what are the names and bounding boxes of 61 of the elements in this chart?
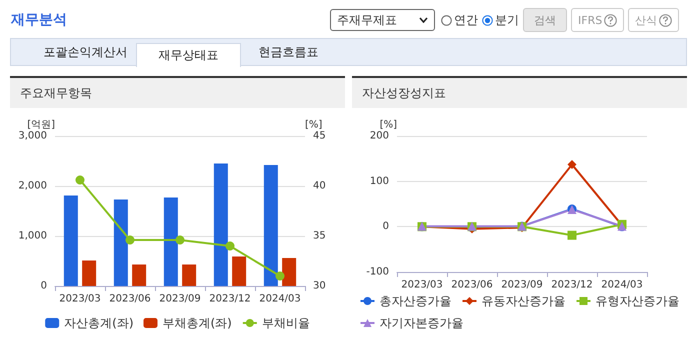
y2-tick-label: 45 (313, 130, 326, 142)
text: 연간 (453, 12, 478, 28)
x-tick-label: 2024/03 (259, 294, 301, 304)
text: 현금흐름표 (258, 44, 320, 61)
chart-title: 주요재무항목 (10, 78, 345, 108)
bar (132, 264, 146, 286)
text: 분기 (494, 12, 519, 28)
bar (64, 196, 78, 286)
text: 재무분석 (11, 11, 67, 29)
x-tick-label: 2023/12 (209, 294, 251, 304)
text: 포괄손익계산서 (42, 44, 128, 61)
text: 재무상태표 (136, 43, 241, 67)
x-tick-label: 2023/09 (159, 294, 201, 304)
y2-tick-label: 35 (313, 230, 326, 242)
legend-label: 유형자산증가율 (596, 294, 680, 308)
bar (182, 264, 196, 286)
x-tick-label: 2023/03 (59, 294, 101, 304)
bar (164, 198, 178, 286)
x-tick-label: 2023/06 (451, 280, 493, 290)
point (126, 236, 134, 244)
bar (82, 260, 96, 286)
y2-tick-label: 30 (313, 280, 326, 292)
bar (282, 258, 296, 286)
point (568, 160, 576, 170)
bar (232, 256, 246, 286)
legend-label: 총자산증가율 (380, 294, 452, 308)
y-tick-label: 100 (370, 176, 389, 187)
legend-label: 부채비율 (262, 316, 310, 330)
x-tick-label: 2023/03 (401, 280, 443, 290)
legend-label: 부채총계(좌) (162, 316, 232, 330)
text: 검색 (523, 8, 567, 32)
bar (114, 200, 128, 286)
y-axis-title: [%] (380, 120, 398, 130)
y-tick-label: -100 (366, 266, 389, 278)
y2-axis-title: [%] (305, 120, 322, 130)
y-tick-label: 0 (40, 280, 47, 292)
y2-tick-label: 40 (313, 180, 326, 192)
point (568, 230, 576, 240)
legend-label: 자기자본증가율 (380, 316, 464, 330)
text: 산식 (628, 8, 680, 32)
y-tick-label: 2,000 (18, 180, 47, 192)
point (276, 272, 284, 280)
x-tick-label: 2023/12 (551, 280, 593, 290)
legend-label: 유동자산증가율 (482, 294, 566, 308)
x-tick-label: 2023/09 (501, 280, 543, 290)
chart-title: 자산성장성지표 (352, 78, 687, 108)
y-tick-label: 1,000 (18, 230, 47, 242)
bar (264, 165, 278, 286)
y-axis-title: [억원] (27, 120, 56, 130)
text: 주재무제표 (337, 12, 397, 28)
bar (214, 164, 228, 286)
point (226, 242, 234, 250)
y-tick-label: 3,000 (18, 130, 47, 142)
point (176, 236, 184, 244)
text: IFRS (571, 8, 624, 32)
y-tick-label: 0 (382, 221, 389, 232)
legend-label: 자산총계(좌) (64, 316, 134, 330)
x-tick-label: 2024/03 (601, 280, 643, 290)
y-tick-label: 200 (370, 130, 389, 142)
point (76, 176, 84, 184)
x-tick-label: 2023/06 (109, 294, 151, 304)
